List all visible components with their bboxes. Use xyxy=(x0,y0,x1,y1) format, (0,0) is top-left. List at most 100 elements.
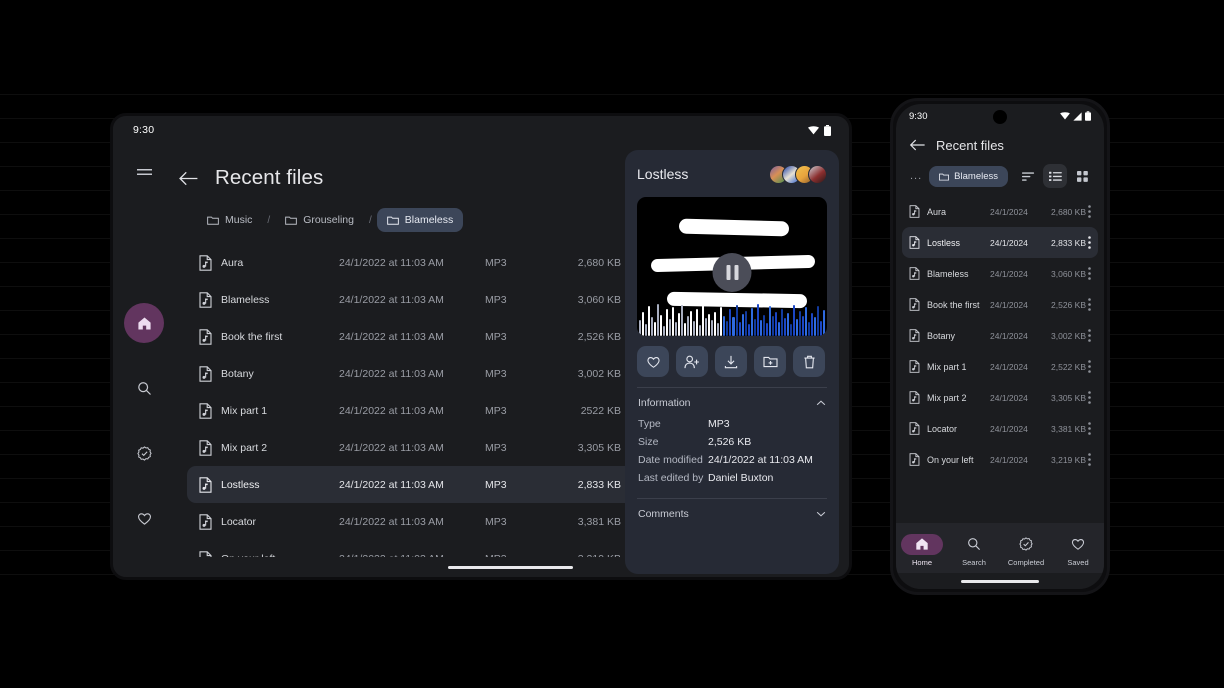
table-row[interactable]: Locator 24/1/2022 at 11:03 AM MP3 3,381 KB xyxy=(187,503,833,540)
breadcrumb-item-grouseling[interactable]: Grouseling xyxy=(275,208,364,232)
phone-status-bar: 9:30 xyxy=(896,104,1104,128)
music-file-icon xyxy=(909,205,927,218)
avatar[interactable] xyxy=(808,164,827,184)
row-overflow-menu-icon[interactable] xyxy=(1086,360,1093,373)
delete-button[interactable] xyxy=(793,346,825,377)
tablet-status-bar: 9:30 xyxy=(113,116,849,144)
file-date: 24/1/2024 xyxy=(990,330,1028,341)
file-type: MP3 xyxy=(485,404,507,417)
information-section-header[interactable]: Information xyxy=(637,388,827,415)
breadcrumb-item-blameless[interactable]: Blameless xyxy=(376,208,464,232)
arrow-left-icon[interactable] xyxy=(175,165,201,191)
rail-item-home[interactable] xyxy=(124,303,164,343)
breadcrumb-item-music[interactable]: Music xyxy=(197,208,262,232)
waveform-bar xyxy=(669,319,672,336)
signal-icon xyxy=(1073,111,1082,121)
grid-view-icon[interactable] xyxy=(1070,164,1094,188)
row-overflow-menu-icon[interactable] xyxy=(1086,267,1093,280)
breadcrumb-overflow-button[interactable]: ... xyxy=(910,170,923,182)
information-label: Information xyxy=(638,397,691,409)
rail-item-completed[interactable] xyxy=(124,433,164,473)
list-item[interactable]: Lostless 24/1/2024 2,833 KB xyxy=(902,227,1098,258)
arrow-left-icon[interactable] xyxy=(910,139,925,151)
favorite-button[interactable] xyxy=(637,346,669,377)
home-indicator[interactable] xyxy=(447,565,573,569)
music-file-icon xyxy=(909,422,927,435)
phone-screen: 9:30 Recent file xyxy=(896,104,1104,589)
share-button[interactable] xyxy=(676,346,708,377)
music-file-icon xyxy=(909,267,927,280)
waveform-bar xyxy=(759,320,762,336)
information-key: Last edited by xyxy=(638,472,704,484)
list-item[interactable]: On your left 24/1/2024 3,219 KB xyxy=(902,444,1098,475)
waveform-bar xyxy=(738,322,741,336)
waveform-bar xyxy=(741,313,744,336)
file-date: 24/1/2022 at 11:03 AM xyxy=(339,330,444,343)
tablet-device: 9:30 xyxy=(110,113,852,580)
table-row[interactable]: Blameless 24/1/2022 at 11:03 AM MP3 3,060 K… xyxy=(187,281,833,318)
file-date: 24/1/2024 xyxy=(990,454,1028,465)
bottom-nav-item-search[interactable]: Search xyxy=(948,534,1000,567)
hamburger-menu-icon[interactable] xyxy=(127,156,161,190)
breadcrumb-separator: / xyxy=(267,214,271,226)
pause-bar xyxy=(734,265,738,280)
list-item[interactable]: Aura 24/1/2024 2,680 KB xyxy=(902,196,1098,227)
waveform-bar xyxy=(783,317,786,336)
tablet-home-indicator-bar xyxy=(175,557,845,577)
bottom-nav-label: Completed xyxy=(1007,557,1045,567)
bottom-nav-item-completed[interactable]: Completed xyxy=(1000,534,1052,567)
row-overflow-menu-icon[interactable] xyxy=(1086,391,1093,404)
list-item[interactable]: Botany 24/1/2024 3,002 KB xyxy=(902,320,1098,351)
waveform-bar xyxy=(789,323,792,336)
pause-icon[interactable] xyxy=(712,253,752,292)
file-name: Mix part 1 xyxy=(927,361,967,372)
table-row[interactable]: Aura 24/1/2022 at 11:03 AM MP3 2,680 KB xyxy=(187,244,833,281)
file-type: MP3 xyxy=(485,367,507,380)
status-icons xyxy=(1060,111,1091,121)
chevron-up-icon xyxy=(816,400,826,406)
file-list: Aura 24/1/2024 2,680 KB Lostless 24/1/2024 2,… xyxy=(896,196,1104,523)
file-size: 2522 KB xyxy=(580,404,621,417)
folder-add-icon xyxy=(762,355,778,368)
music-file-icon xyxy=(909,236,927,249)
row-overflow-menu-icon[interactable] xyxy=(1086,298,1093,311)
information-row: Type MP3 xyxy=(637,415,827,433)
breadcrumb-item-blameless[interactable]: Blameless xyxy=(929,165,1008,187)
sort-icon[interactable] xyxy=(1016,164,1040,188)
download-button[interactable] xyxy=(715,346,747,377)
wifi-icon xyxy=(1060,112,1070,120)
list-item[interactable]: Mix part 2 24/1/2024 3,305 KB xyxy=(902,382,1098,413)
list-item[interactable]: Locator 24/1/2024 3,381 KB xyxy=(902,413,1098,444)
table-row[interactable]: Book the first 24/1/2022 at 11:03 AM MP3 2,… xyxy=(187,318,833,355)
move-to-folder-button[interactable] xyxy=(754,346,786,377)
table-row[interactable]: Mix part 2 24/1/2022 at 11:03 AM MP3 3,305 … xyxy=(187,429,833,466)
list-item[interactable]: Blameless 24/1/2024 3,060 KB xyxy=(902,258,1098,289)
waveform-bar xyxy=(720,306,723,336)
rail-item-search[interactable] xyxy=(124,368,164,408)
row-overflow-menu-icon[interactable] xyxy=(1086,453,1093,466)
file-date: 24/1/2022 at 11:03 AM xyxy=(339,256,444,269)
breadcrumb-label: Music xyxy=(225,214,253,226)
row-overflow-menu-icon[interactable] xyxy=(1086,329,1093,342)
person-add-icon xyxy=(684,355,700,369)
rail-item-saved[interactable] xyxy=(124,498,164,538)
waveform-bar xyxy=(687,316,690,336)
comments-section-header[interactable]: Comments xyxy=(637,499,827,526)
tablet-header: Recent files xyxy=(175,144,845,200)
list-item[interactable]: Book the first 24/1/2024 2,526 KB xyxy=(902,289,1098,320)
download-icon xyxy=(724,355,738,369)
music-file-icon xyxy=(199,476,221,493)
music-file-icon xyxy=(199,328,221,345)
list-item[interactable]: Mix part 1 24/1/2024 2,522 KB xyxy=(902,351,1098,382)
row-overflow-menu-icon[interactable] xyxy=(1086,236,1093,249)
list-view-icon[interactable] xyxy=(1043,164,1067,188)
row-overflow-menu-icon[interactable] xyxy=(1086,422,1093,435)
home-indicator[interactable] xyxy=(961,579,1039,583)
music-file-icon xyxy=(199,254,221,271)
audio-waveform[interactable] xyxy=(637,302,827,336)
bottom-nav-item-home[interactable]: Home xyxy=(896,533,948,567)
bottom-nav-item-saved[interactable]: Saved xyxy=(1052,534,1104,567)
row-overflow-menu-icon[interactable] xyxy=(1086,205,1093,218)
waveform-bar xyxy=(672,307,675,336)
